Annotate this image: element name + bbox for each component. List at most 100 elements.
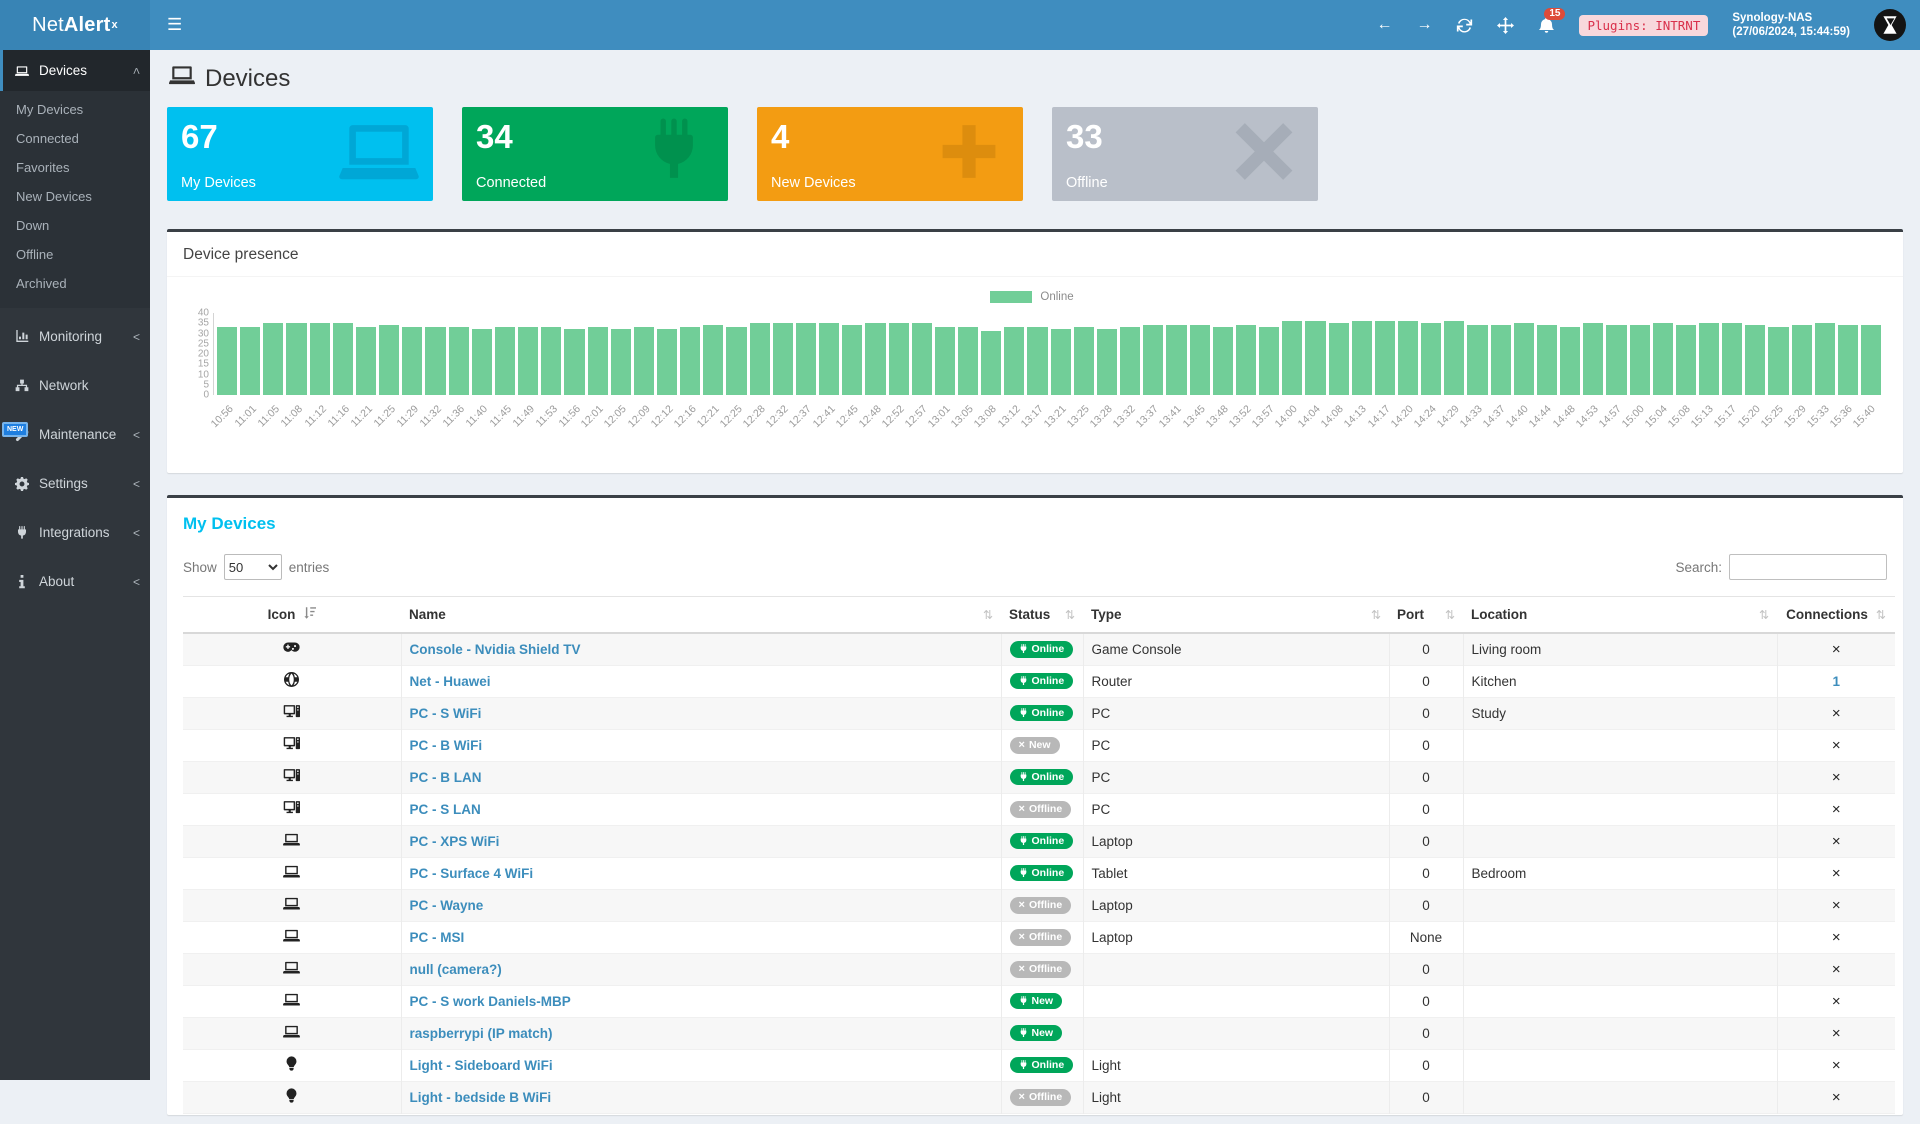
no-connections-x-icon[interactable]: × bbox=[1831, 1088, 1841, 1106]
sidebar-item-monitoring[interactable]: Monitoring < bbox=[0, 316, 150, 357]
no-connections-x-icon[interactable]: × bbox=[1831, 640, 1841, 658]
bar-11:08 bbox=[286, 323, 307, 395]
sidebar-subitem-connected[interactable]: Connected bbox=[16, 131, 79, 146]
sidebar-item-about[interactable]: About < bbox=[0, 561, 150, 602]
refresh-icon[interactable] bbox=[1456, 17, 1473, 34]
no-connections-x-icon[interactable]: × bbox=[1831, 832, 1841, 850]
device-link[interactable]: PC - Wayne bbox=[409, 897, 484, 913]
bar-15:04 bbox=[1652, 323, 1673, 395]
stat-card-new-devices[interactable]: 4 New Devices bbox=[757, 107, 1023, 201]
device-location-cell bbox=[1462, 1017, 1777, 1049]
status-label: Online bbox=[1031, 1058, 1065, 1071]
no-connections-x-icon[interactable]: × bbox=[1831, 1024, 1841, 1042]
no-connections-x-icon[interactable]: × bbox=[1831, 896, 1841, 914]
sidebar-subitem-down[interactable]: Down bbox=[16, 218, 50, 233]
table-row: Light - Sideboard WiFi Online Light 0 × bbox=[183, 1049, 1895, 1081]
stat-card-connected[interactable]: 34 Connected bbox=[462, 107, 728, 201]
device-link[interactable]: raspberrypi (IP match) bbox=[409, 1025, 553, 1041]
page-length-select[interactable]: 50 bbox=[223, 554, 282, 580]
device-link[interactable]: null (camera?) bbox=[409, 961, 502, 977]
chevron-left-icon: < bbox=[132, 427, 140, 442]
device-port-cell: 0 bbox=[1388, 1049, 1463, 1081]
column-header-connections[interactable]: Connections ⇅ bbox=[1777, 596, 1895, 634]
no-connections-x-icon[interactable]: × bbox=[1831, 736, 1841, 754]
app-logo[interactable]: Net Alert x bbox=[0, 0, 150, 50]
bar-15:13 bbox=[1699, 323, 1720, 395]
sidebar-toggle-button[interactable]: ☰ bbox=[167, 15, 183, 34]
desktop-icon bbox=[283, 801, 301, 818]
sidebar-item-devices[interactable]: Devices < bbox=[0, 50, 150, 91]
device-link[interactable]: PC - Surface 4 WiFi bbox=[409, 865, 534, 881]
no-connections-x-icon[interactable]: × bbox=[1831, 768, 1841, 786]
host-timestamp: (27/06/2024, 15:44:59) bbox=[1732, 26, 1850, 38]
sort-icon: ⇅ bbox=[1064, 607, 1075, 622]
sidebar-item-maintenance[interactable]: NEW Maintenance < bbox=[0, 414, 150, 455]
no-connections-x-icon[interactable]: × bbox=[1831, 704, 1841, 722]
bar-13:45 bbox=[1189, 325, 1210, 395]
connections-count-link[interactable]: 1 bbox=[1832, 673, 1840, 689]
sidebar-subitem-favorites[interactable]: Favorites bbox=[16, 160, 70, 175]
device-type-cell: PC bbox=[1082, 729, 1389, 761]
device-link[interactable]: PC - S WiFi bbox=[409, 705, 482, 721]
no-connections-x-icon[interactable]: × bbox=[1831, 992, 1841, 1010]
brand-bold: Alert bbox=[63, 13, 111, 36]
device-link[interactable]: PC - S work Daniels-MBP bbox=[409, 993, 571, 1009]
device-location-cell bbox=[1462, 761, 1777, 793]
sidebar-item-integrations[interactable]: Integrations < bbox=[0, 512, 150, 553]
laptop-icon bbox=[13, 64, 31, 78]
nav-forward-icon[interactable]: → bbox=[1416, 16, 1433, 33]
device-name-cell: PC - B LAN bbox=[400, 761, 1001, 793]
devices-table: Icon Name ⇅ Status ⇅ Type ⇅ Port ⇅ Location ⇅ Conne… bbox=[183, 596, 1895, 1114]
notifications-bell-icon[interactable]: 15 bbox=[1538, 7, 1566, 34]
device-link[interactable]: PC - B WiFi bbox=[409, 737, 483, 753]
device-link[interactable]: Console - Nvidia Shield TV bbox=[409, 641, 581, 657]
sidebar-subitem-my-devices[interactable]: My Devices bbox=[16, 102, 84, 117]
user-avatar[interactable] bbox=[1874, 9, 1906, 41]
device-link[interactable]: Light - bedside B WiFi bbox=[409, 1089, 552, 1105]
sidebar-subitem-new-devices[interactable]: New Devices bbox=[16, 189, 92, 204]
chart-icon bbox=[13, 329, 31, 344]
device-port-cell: 0 bbox=[1388, 665, 1463, 697]
move-arrows-icon[interactable] bbox=[1497, 16, 1515, 34]
device-type-cell: Game Console bbox=[1082, 633, 1389, 665]
device-link[interactable]: PC - XPS WiFi bbox=[409, 833, 500, 849]
search-input[interactable] bbox=[1729, 554, 1887, 580]
sidebar-item-network[interactable]: Network bbox=[0, 365, 150, 406]
no-connections-x-icon[interactable]: × bbox=[1831, 960, 1841, 978]
stat-card-offline[interactable]: 33 Offline bbox=[1052, 107, 1318, 201]
column-header-port[interactable]: Port ⇅ bbox=[1389, 596, 1463, 634]
search-label: Search: bbox=[1675, 559, 1722, 575]
no-connections-x-icon[interactable]: × bbox=[1831, 928, 1841, 946]
plugins-status-badge[interactable]: Plugins: INTRNT bbox=[1579, 14, 1709, 36]
x-icon: × bbox=[1018, 899, 1025, 911]
bar-15:40 bbox=[1861, 325, 1882, 395]
column-header-type[interactable]: Type ⇅ bbox=[1083, 596, 1389, 634]
bar-12:48 bbox=[865, 323, 886, 395]
sidebar-item-settings[interactable]: Settings < bbox=[0, 463, 150, 504]
no-connections-x-icon[interactable]: × bbox=[1831, 800, 1841, 818]
stat-card-my-devices[interactable]: 67 My Devices bbox=[167, 107, 433, 201]
no-connections-x-icon[interactable]: × bbox=[1831, 1056, 1841, 1074]
bar-12:05 bbox=[610, 329, 631, 395]
device-type-cell: PC bbox=[1082, 761, 1389, 793]
device-link[interactable]: PC - MSI bbox=[409, 929, 465, 945]
device-name-cell: null (camera?) bbox=[400, 953, 1001, 985]
device-link[interactable]: Light - Sideboard WiFi bbox=[409, 1057, 553, 1073]
column-header-name[interactable]: Name ⇅ bbox=[401, 596, 1001, 634]
nav-back-icon[interactable]: ← bbox=[1376, 16, 1393, 33]
column-header-icon[interactable]: Icon bbox=[183, 596, 401, 634]
device-link[interactable]: PC - S LAN bbox=[409, 801, 481, 817]
device-name-cell: Light - Sideboard WiFi bbox=[400, 1049, 1001, 1081]
column-header-location[interactable]: Location ⇅ bbox=[1463, 596, 1777, 634]
sidebar-subitem-archived[interactable]: Archived bbox=[16, 276, 67, 291]
chart-legend[interactable]: Online bbox=[179, 285, 1885, 309]
sidebar-subitem-offline[interactable]: Offline bbox=[16, 247, 54, 262]
no-connections-x-icon[interactable]: × bbox=[1831, 864, 1841, 882]
device-link[interactable]: PC - B LAN bbox=[409, 769, 482, 785]
status-label: Offline bbox=[1028, 899, 1063, 912]
device-link[interactable]: Net - Huawei bbox=[409, 673, 491, 689]
column-header-status[interactable]: Status ⇅ bbox=[1001, 596, 1083, 634]
device-icon-cell bbox=[183, 793, 401, 825]
stat-cards: 67 My Devices 34 Connected 4 New Devices 33 Off… bbox=[167, 107, 1903, 201]
stat-card-label: Offline bbox=[1066, 175, 1108, 191]
